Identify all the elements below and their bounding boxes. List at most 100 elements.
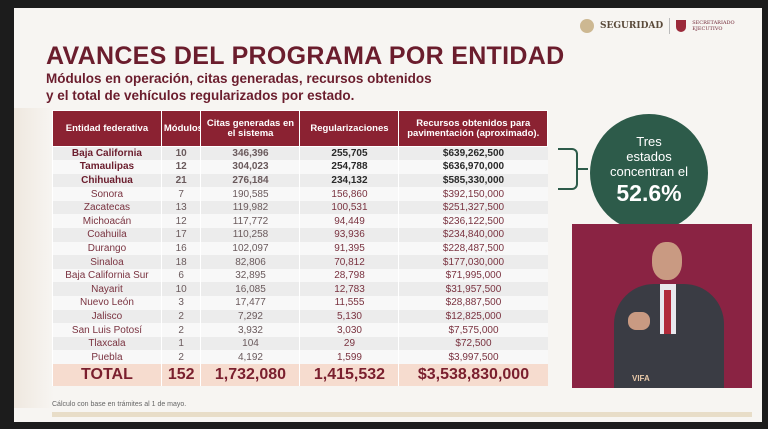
value-cell: $234,840,000 [398, 228, 548, 242]
value-cell: $71,995,000 [398, 268, 548, 283]
value-cell: 2 [160, 323, 201, 337]
value-cell: $7,575,000 [398, 323, 548, 337]
callout-line2: estados [626, 149, 672, 164]
state-cell: Coahuila [52, 228, 162, 242]
table-row: Nayarit 10 16,085 12,783 $31,957,500 [52, 282, 548, 297]
value-cell: $72,500 [398, 336, 548, 351]
value-cell: 10 [160, 146, 201, 161]
value-cell: 17,477 [200, 296, 300, 310]
state-cell: Baja California Sur [52, 268, 162, 283]
table-row: Zacatecas 13 119,982 100,531 $251,327,500 [52, 200, 548, 215]
value-cell: 21 [160, 173, 201, 188]
logos: SEGURIDAD SECRETARIADO EJECUTIVO [580, 18, 742, 34]
state-cell: Nuevo León [52, 296, 162, 310]
value-cell: 5,130 [299, 309, 399, 324]
value-cell: 117,772 [200, 214, 300, 229]
value-cell: 2 [160, 350, 201, 364]
value-cell: 119,982 [200, 200, 300, 215]
value-cell: 255,705 [299, 146, 399, 161]
column-header: Recursos obtenidos para pavimentación (a… [398, 110, 548, 147]
state-cell: Jalisco [52, 309, 162, 324]
value-cell: 11,555 [299, 296, 399, 310]
state-cell: Michoacán [52, 214, 162, 229]
value-cell: 6 [160, 268, 201, 283]
column-header: Citas generadas en el sistema [200, 110, 301, 147]
value-cell: 276,184 [200, 173, 300, 188]
total-cell: 152 [160, 364, 201, 386]
shield-icon [676, 20, 687, 32]
value-cell: $639,262,500 [398, 146, 548, 161]
value-cell: $392,150,000 [398, 187, 548, 201]
callout-circle: Tres estados concentran el 52.6% [590, 114, 708, 232]
total-cell: 1,415,532 [299, 364, 399, 386]
seguridad-logo: SEGURIDAD [600, 21, 664, 31]
value-cell: $251,327,500 [398, 200, 548, 215]
footnote: Cálculo con base en trámites al 1 de may… [52, 401, 187, 408]
value-cell: $177,030,000 [398, 255, 548, 269]
value-cell: 28,798 [299, 268, 399, 283]
value-cell: 234,132 [299, 173, 399, 188]
value-cell: $28,887,500 [398, 296, 548, 310]
header-row: Entidad federativa Módulos Citas generadas… [52, 110, 548, 147]
table-row: Tamaulipas 12 304,023 254,788 $636,970,000 [52, 160, 548, 174]
value-cell: 3,030 [299, 323, 399, 337]
value-cell: 102,097 [200, 241, 300, 256]
sign-language-interpreter-video: VIFA [572, 224, 752, 388]
value-cell: 1,599 [299, 350, 399, 364]
total-cell: 1,732,080 [200, 364, 300, 386]
table-row: Sinaloa 18 82,806 70,812 $177,030,000 [52, 255, 548, 269]
value-cell: 4,192 [200, 350, 300, 364]
value-cell: $3,997,500 [398, 350, 548, 364]
value-cell: 13 [160, 200, 201, 215]
state-cell: Sonora [52, 187, 162, 201]
value-cell: 10 [160, 282, 201, 297]
page-title: AVANCES DEL PROGRAMA POR ENTIDAD [46, 42, 565, 70]
video-watermark: VIFA [632, 374, 650, 383]
value-cell: 346,396 [200, 146, 300, 161]
value-cell: 70,812 [299, 255, 399, 269]
value-cell: 16 [160, 241, 201, 256]
value-cell: $12,825,000 [398, 309, 548, 324]
table-row: Puebla 2 4,192 1,599 $3,997,500 [52, 350, 548, 364]
table-row: Chihuahua 21 276,184 234,132 $585,330,000 [52, 173, 548, 188]
value-cell: 3 [160, 296, 201, 310]
value-cell: 94,449 [299, 214, 399, 229]
table-row: Durango 16 102,097 91,395 $228,487,500 [52, 241, 548, 256]
background-pattern [14, 108, 54, 408]
coat-of-arms-icon [580, 19, 594, 33]
bottom-bar [52, 412, 752, 417]
state-cell: Zacatecas [52, 200, 162, 215]
subtitle-line1: Módulos en operación, citas generadas, r… [46, 71, 432, 86]
callout-percent: 52.6% [616, 180, 682, 206]
value-cell: 12,783 [299, 282, 399, 297]
interpreter-head [652, 242, 682, 280]
column-header: Entidad federativa [52, 110, 162, 147]
value-cell: $31,957,500 [398, 282, 548, 297]
secretariado-logo: SECRETARIADO EJECUTIVO [692, 20, 735, 32]
value-cell: 29 [299, 336, 399, 351]
value-cell: 7,292 [200, 309, 300, 324]
table-row: Michoacán 12 117,772 94,449 $236,122,500 [52, 214, 548, 229]
table-row: Sonora 7 190,585 156,860 $392,150,000 [52, 187, 548, 201]
presentation-slide: SEGURIDAD SECRETARIADO EJECUTIVO AVANCES… [14, 8, 762, 422]
value-cell: 2 [160, 309, 201, 324]
value-cell: $585,330,000 [398, 173, 548, 188]
value-cell: 156,860 [299, 187, 399, 201]
value-cell: 254,788 [299, 160, 399, 174]
value-cell: $236,122,500 [398, 214, 548, 229]
state-cell: Nayarit [52, 282, 162, 297]
state-cell: Durango [52, 241, 162, 256]
value-cell: 3,932 [200, 323, 300, 337]
state-cell: Chihuahua [52, 173, 162, 188]
value-cell: 104 [200, 336, 300, 351]
table-row: Baja California 10 346,396 255,705 $639,262,… [52, 146, 548, 161]
table-row: Nuevo León 3 17,477 11,555 $28,887,500 [52, 296, 548, 310]
value-cell: 82,806 [200, 255, 300, 269]
value-cell: $228,487,500 [398, 241, 548, 256]
callout-line3: concentran el [609, 164, 689, 179]
state-cell: Tlaxcala [52, 336, 162, 351]
value-cell: 16,085 [200, 282, 300, 297]
value-cell: 12 [160, 214, 201, 229]
table-row: Baja California Sur 6 32,895 28,798 $71,995,… [52, 268, 548, 283]
value-cell: 17 [160, 228, 201, 242]
